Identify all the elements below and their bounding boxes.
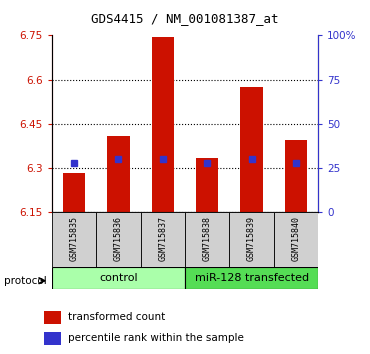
Text: GSM715835: GSM715835 <box>70 216 78 261</box>
Bar <box>107 136 130 212</box>
Bar <box>196 158 218 212</box>
Text: GSM715837: GSM715837 <box>158 216 167 261</box>
Text: GDS4415 / NM_001081387_at: GDS4415 / NM_001081387_at <box>91 12 279 25</box>
Bar <box>96 212 141 267</box>
Bar <box>52 212 96 267</box>
Text: GSM715836: GSM715836 <box>114 216 123 261</box>
Text: miR-128 transfected: miR-128 transfected <box>195 273 309 283</box>
Bar <box>44 332 61 345</box>
Bar <box>63 173 85 212</box>
Bar <box>285 140 307 212</box>
Text: protocol: protocol <box>4 276 47 286</box>
Text: GSM715840: GSM715840 <box>292 216 300 261</box>
Bar <box>240 87 263 212</box>
Bar <box>185 267 318 289</box>
Text: GSM715839: GSM715839 <box>247 216 256 261</box>
Bar <box>229 212 274 267</box>
Bar <box>185 212 229 267</box>
Bar <box>52 267 185 289</box>
Text: GSM715838: GSM715838 <box>203 216 212 261</box>
Text: transformed count: transformed count <box>68 312 165 322</box>
Bar <box>44 311 61 324</box>
Text: control: control <box>99 273 138 283</box>
Bar <box>152 37 174 212</box>
Bar <box>274 212 318 267</box>
Bar <box>141 212 185 267</box>
Text: percentile rank within the sample: percentile rank within the sample <box>68 333 244 343</box>
